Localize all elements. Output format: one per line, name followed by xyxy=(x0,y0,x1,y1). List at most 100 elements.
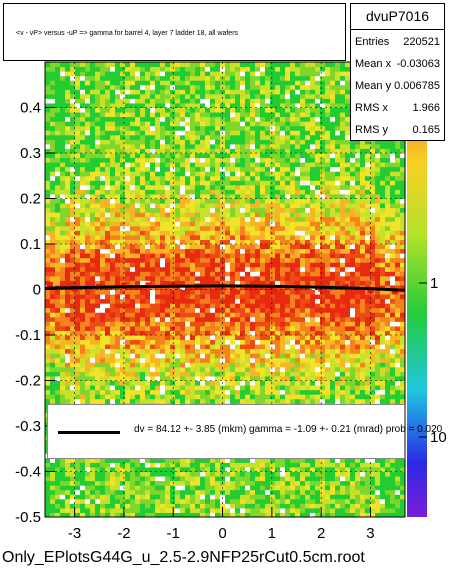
heatmap-cell xyxy=(390,330,396,336)
heatmap-cell xyxy=(125,298,131,304)
heatmap-cell xyxy=(130,239,136,245)
heatmap-cell xyxy=(100,230,106,236)
heatmap-cell xyxy=(245,321,251,327)
heatmap-cell xyxy=(345,221,351,227)
heatmap-cell xyxy=(195,330,201,336)
heatmap-cell xyxy=(390,230,396,236)
heatmap-cell xyxy=(355,266,361,272)
heatmap-cell xyxy=(165,330,171,336)
heatmap-cell xyxy=(135,366,141,372)
heatmap-cell xyxy=(160,339,166,345)
heatmap-cell xyxy=(100,266,106,272)
heatmap-cell xyxy=(125,216,131,222)
heatmap-cell xyxy=(335,330,341,336)
heatmap-cell xyxy=(155,507,161,513)
heatmap-cell xyxy=(250,225,256,231)
heatmap-cell xyxy=(210,348,216,354)
heatmap-cell xyxy=(285,512,291,517)
heatmap-cell xyxy=(300,466,306,472)
heatmap-cell xyxy=(195,398,201,404)
heatmap-cell xyxy=(260,203,266,209)
heatmap-cell xyxy=(315,303,321,309)
heatmap-cell xyxy=(120,507,126,513)
heatmap-cell xyxy=(105,244,111,250)
heatmap-cell xyxy=(305,203,311,209)
heatmap-cell xyxy=(115,507,121,513)
heatmap-cell xyxy=(300,371,306,377)
heatmap-cell xyxy=(260,385,266,391)
heatmap-cell xyxy=(160,512,166,517)
heatmap-cell xyxy=(245,380,251,386)
heatmap-cell xyxy=(305,398,311,404)
heatmap-cell xyxy=(45,271,51,277)
heatmap-cell xyxy=(305,221,311,227)
heatmap-cell xyxy=(335,357,341,363)
heatmap-cell xyxy=(170,476,176,482)
heatmap-cell xyxy=(240,239,246,245)
heatmap-cell xyxy=(305,480,311,486)
heatmap-cell xyxy=(125,271,131,277)
heatmap-cell xyxy=(190,325,196,331)
heatmap-cell xyxy=(165,485,171,491)
heatmap-cell xyxy=(315,248,321,254)
heatmap-cell xyxy=(240,325,246,331)
heatmap-cell xyxy=(125,389,131,395)
heatmap-cell xyxy=(355,207,361,213)
heatmap-cell xyxy=(340,325,346,331)
heatmap-cell xyxy=(185,466,191,472)
heatmap-cell xyxy=(135,275,141,281)
heatmap-cell xyxy=(315,312,321,318)
heatmap-cell xyxy=(325,248,331,254)
heatmap-cell xyxy=(55,371,61,377)
heatmap-cell xyxy=(100,248,106,254)
heatmap-cell xyxy=(125,262,131,268)
heatmap-cell xyxy=(50,380,56,386)
heatmap-cell xyxy=(90,389,96,395)
heatmap-cell xyxy=(355,344,361,350)
heatmap-cell xyxy=(65,266,71,272)
heatmap-cell xyxy=(65,212,71,218)
heatmap-cell xyxy=(135,203,141,209)
heatmap-cell xyxy=(75,203,81,209)
heatmap-cell xyxy=(230,275,236,281)
heatmap-cell xyxy=(290,325,296,331)
heatmap-cell xyxy=(185,257,191,263)
heatmap-cell xyxy=(195,380,201,386)
heatmap-cell xyxy=(55,298,61,304)
heatmap-cell xyxy=(130,476,136,482)
heatmap-cell xyxy=(45,298,51,304)
heatmap-cell xyxy=(185,289,191,295)
heatmap-cell xyxy=(360,489,366,495)
heatmap-cell xyxy=(340,248,346,254)
heatmap-cell xyxy=(55,366,61,372)
heatmap-cell xyxy=(60,303,66,309)
heatmap-cell xyxy=(280,303,286,309)
heatmap-cell xyxy=(265,462,271,468)
heatmap-cell xyxy=(100,489,106,495)
heatmap-cell xyxy=(95,457,101,463)
heatmap-cell xyxy=(120,476,126,482)
heatmap-cell xyxy=(220,253,226,259)
heatmap-cell xyxy=(360,225,366,231)
heatmap-cell xyxy=(210,307,216,313)
heatmap-cell xyxy=(165,303,171,309)
heatmap-cell xyxy=(270,230,276,236)
heatmap-cell xyxy=(180,298,186,304)
heatmap-cell xyxy=(135,312,141,318)
heatmap-cell xyxy=(370,353,376,359)
heatmap-cell xyxy=(230,389,236,395)
heatmap-cell xyxy=(170,457,176,463)
heatmap-cell xyxy=(395,225,401,231)
heatmap-cell xyxy=(355,507,361,513)
heatmap-cell xyxy=(60,339,66,345)
heatmap-cell xyxy=(200,307,206,313)
heatmap-cell xyxy=(90,316,96,322)
heatmap-cell xyxy=(295,353,301,359)
heatmap-cell xyxy=(200,466,206,472)
heatmap-cell xyxy=(100,348,106,354)
heatmap-cell xyxy=(285,344,291,350)
heatmap-cell xyxy=(295,339,301,345)
heatmap-cell xyxy=(70,398,76,404)
heatmap-cell xyxy=(250,366,256,372)
heatmap-cell xyxy=(50,398,56,404)
